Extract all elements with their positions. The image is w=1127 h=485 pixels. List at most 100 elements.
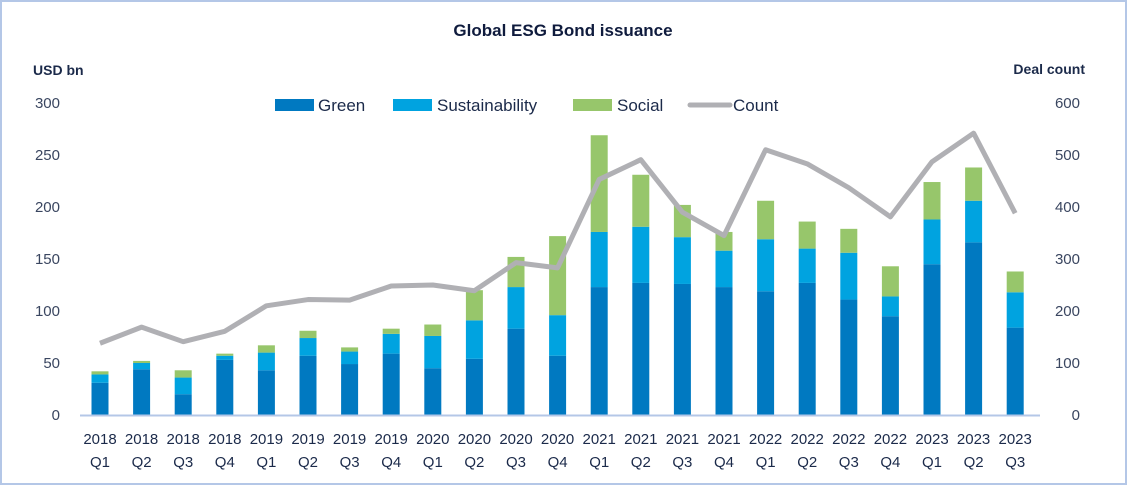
bar-social-2018-q1 (91, 371, 109, 375)
y2-tick-label: 200 (1055, 303, 1080, 320)
y2-axis-title: Deal count (1013, 61, 1085, 77)
x-tick-label-year: 2020 (541, 431, 574, 448)
bar-sustainability-2022-q1 (757, 239, 775, 292)
bars (91, 135, 1024, 415)
x-tick-label-year: 2022 (832, 431, 865, 448)
x-tick-label-year: 2022 (874, 431, 907, 448)
bar-green-2019-q3 (341, 364, 359, 415)
x-tick-label-quarter: Q1 (589, 454, 609, 471)
bar-social-2023-q3 (1006, 271, 1024, 293)
x-tick-label-year: 2019 (291, 431, 324, 448)
legend-label-green: Green (318, 96, 365, 115)
bar-sustainability-2023-q1 (923, 219, 941, 265)
x-tick-label-year: 2019 (250, 431, 283, 448)
x-tick-label-quarter: Q3 (1005, 454, 1025, 471)
y2-axis-ticks: 0 100 200 300 400 500 600 (1055, 95, 1080, 424)
bar-green-2020-q4 (549, 355, 567, 415)
bar-sustainability-2023-q2 (965, 200, 983, 243)
bar-green-2019-q1 (257, 370, 275, 415)
legend-swatch-sustainability (393, 99, 432, 111)
x-tick-label-year: 2020 (416, 431, 449, 448)
y-axis-title: USD bn (33, 62, 84, 78)
count-line (99, 130, 1018, 346)
x-tick-label-year: 2020 (458, 431, 491, 448)
bar-social-2021-q4 (715, 231, 733, 251)
bar-green-2019-q4 (382, 353, 400, 415)
legend-swatch-green (275, 99, 314, 111)
x-tick-label-year: 2018 (83, 431, 116, 448)
x-tick-label-quarter: Q3 (340, 454, 360, 471)
y-tick-label: 50 (43, 355, 60, 372)
bar-sustainability-2023-q3 (1006, 292, 1024, 328)
y2-tick-label: 400 (1055, 199, 1080, 216)
bar-green-2021-q2 (632, 282, 650, 415)
y2-tick-label: 100 (1055, 355, 1080, 372)
bar-sustainability-2020-q3 (507, 287, 525, 329)
bar-social-2020-q1 (424, 324, 442, 336)
y-tick-label: 300 (35, 95, 60, 112)
bar-sustainability-2019-q3 (341, 351, 359, 365)
x-tick-label-quarter: Q4 (381, 454, 401, 471)
bar-green-2022-q2 (798, 282, 816, 415)
bar-social-2019-q2 (299, 330, 317, 339)
bar-social-2022-q3 (840, 228, 858, 253)
chart-title: Global ESG Bond issuance (453, 21, 672, 40)
bar-social-2022-q4 (881, 266, 899, 297)
x-tick-label-quarter: Q2 (631, 454, 651, 471)
x-tick-label-year: 2023 (957, 431, 990, 448)
bar-sustainability-2018-q1 (91, 374, 109, 383)
x-tick-label-quarter: Q3 (839, 454, 859, 471)
x-axis-ticks: 2018 Q1 2018 Q2 2018 Q3 2018 Q4 2019 Q1 2019 Q2 2019… (83, 431, 1032, 471)
y2-tick-label: 500 (1055, 147, 1080, 164)
y-tick-label: 200 (35, 199, 60, 216)
bar-green-2018-q2 (133, 369, 151, 415)
x-tick-label-quarter: Q1 (756, 454, 776, 471)
bar-sustainability-2021-q4 (715, 250, 733, 288)
bar-social-2018-q2 (133, 360, 151, 363)
x-tick-label-quarter: Q4 (215, 454, 235, 471)
x-tick-label-year: 2018 (208, 431, 241, 448)
bar-sustainability-2022-q4 (881, 296, 899, 317)
legend-swatch-social (573, 99, 612, 111)
bar-social-2018-q4 (216, 353, 234, 356)
x-tick-label-quarter: Q4 (548, 454, 568, 471)
bar-green-2023-q1 (923, 264, 941, 415)
legend-label-count: Count (733, 96, 779, 115)
bar-sustainability-2020-q2 (465, 320, 483, 359)
bar-green-2020-q3 (507, 328, 525, 415)
y2-tick-label: 600 (1055, 95, 1080, 112)
x-tick-label-year: 2023 (915, 431, 948, 448)
bar-green-2020-q1 (424, 368, 442, 415)
x-tick-label-year: 2021 (624, 431, 657, 448)
bar-sustainability-2018-q2 (133, 363, 151, 370)
bar-sustainability-2019-q2 (299, 338, 317, 356)
bar-green-2021-q1 (590, 287, 608, 415)
bar-green-2020-q2 (465, 358, 483, 415)
bar-social-2021-q2 (632, 174, 650, 227)
x-tick-label-quarter: Q2 (964, 454, 984, 471)
y-tick-label: 150 (35, 251, 60, 268)
bar-green-2022-q3 (840, 299, 858, 415)
bar-social-2019-q3 (341, 347, 359, 352)
y-tick-label: 250 (35, 147, 60, 164)
x-tick-label-year: 2020 (499, 431, 532, 448)
x-tick-label-quarter: Q4 (714, 454, 734, 471)
bar-social-2022-q2 (798, 221, 816, 249)
x-tick-label-year: 2019 (333, 431, 366, 448)
x-tick-label-year: 2021 (707, 431, 740, 448)
x-tick-label-quarter: Q1 (90, 454, 110, 471)
bar-green-2021-q3 (673, 283, 691, 415)
y-tick-label: 0 (52, 407, 60, 424)
bar-green-2019-q2 (299, 355, 317, 415)
bar-sustainability-2018-q3 (174, 377, 192, 395)
bar-sustainability-2020-q1 (424, 335, 442, 369)
bar-sustainability-2019-q4 (382, 333, 400, 354)
y2-tick-label: 0 (1072, 407, 1080, 424)
bar-sustainability-2020-q4 (549, 315, 567, 356)
bar-green-2018-q4 (216, 359, 234, 415)
y2-tick-label: 300 (1055, 251, 1080, 268)
bar-social-2018-q3 (174, 370, 192, 378)
x-tick-label-quarter: Q1 (423, 454, 443, 471)
x-tick-label-quarter: Q3 (173, 454, 193, 471)
x-tick-label-quarter: Q1 (256, 454, 276, 471)
